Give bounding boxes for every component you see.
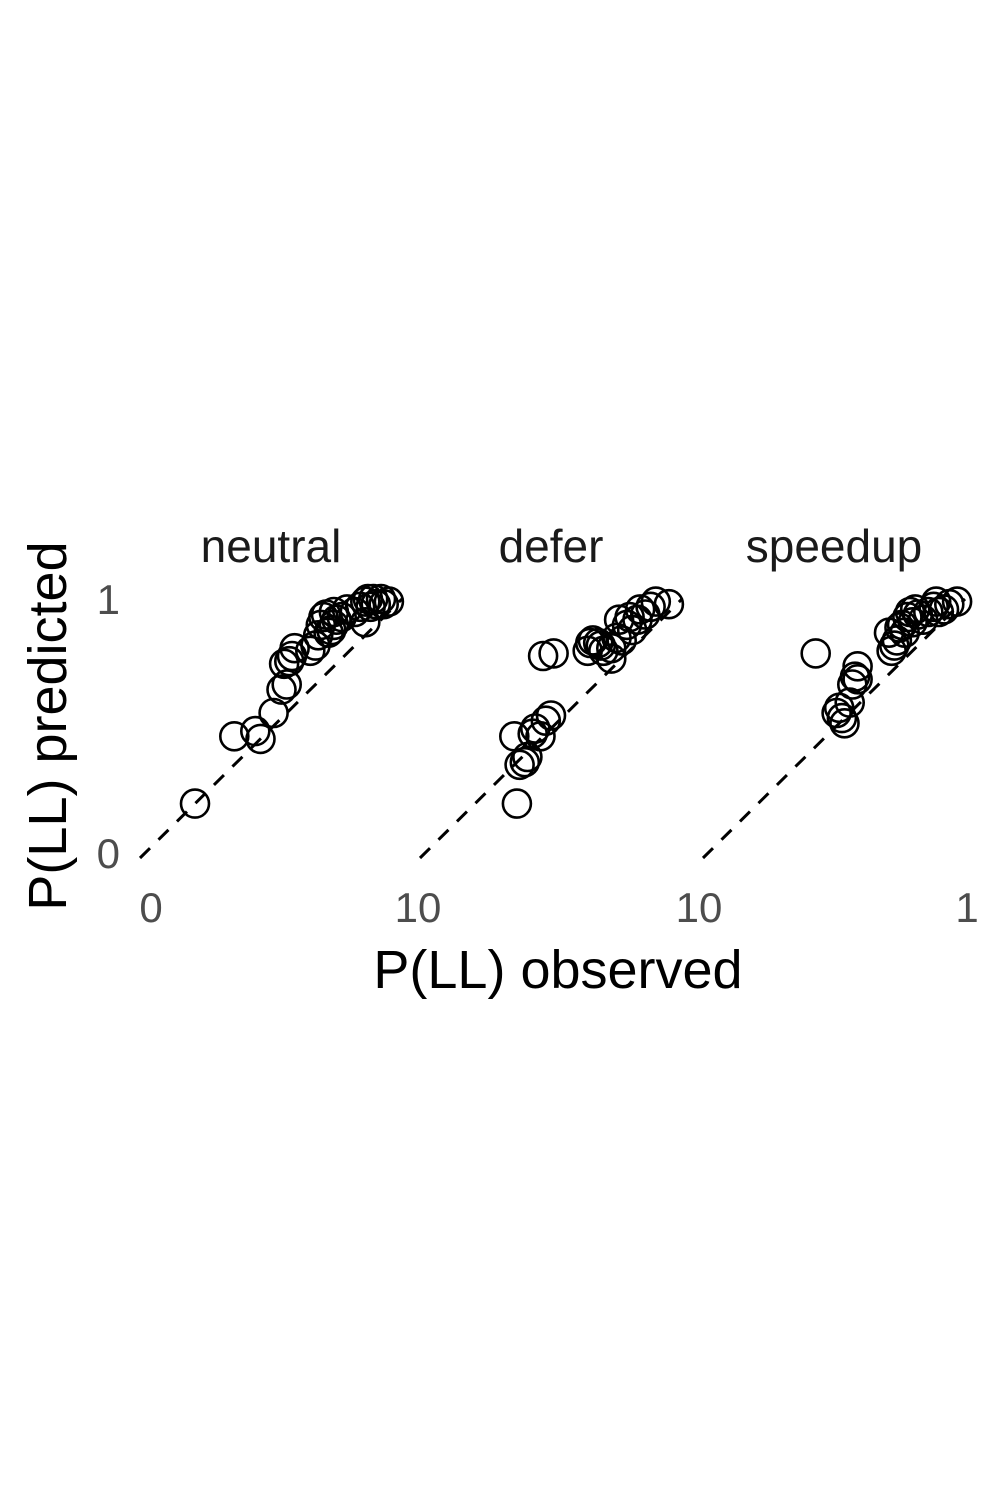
data-point	[826, 702, 858, 734]
data-point	[258, 697, 289, 729]
data-point	[527, 640, 559, 672]
data-point	[245, 723, 276, 755]
data-point	[525, 720, 556, 752]
data-point	[892, 601, 923, 633]
data-point	[273, 645, 305, 677]
data-point	[302, 619, 334, 651]
data-point	[829, 707, 860, 739]
data-point	[595, 643, 627, 674]
x-axis-ticks: 0 10 10 1	[139, 884, 978, 931]
x-tick-label-4: 1	[955, 884, 978, 931]
data-point	[606, 625, 638, 656]
facet-title-defer: defer	[499, 520, 604, 572]
facet-panels: neutral defer speedup	[138, 520, 973, 860]
data-point	[279, 632, 310, 664]
x-tick-label-3: 10	[676, 884, 723, 931]
data-point	[800, 638, 832, 669]
data-point	[535, 700, 567, 731]
data-point	[373, 586, 405, 617]
x-axis-title: P(LL) observed	[373, 940, 742, 1000]
data-point	[842, 663, 873, 695]
x-tick-label-1: 0	[139, 884, 162, 931]
data-point	[360, 588, 392, 620]
data-point	[920, 586, 952, 617]
facet-neutral: neutral	[138, 520, 405, 860]
data-point	[635, 591, 666, 623]
data-point	[923, 596, 955, 628]
facet-defer: defer	[418, 520, 685, 860]
data-point	[268, 648, 300, 680]
x-tick-label-2: 10	[395, 884, 442, 931]
data-point	[839, 661, 871, 693]
data-point	[349, 606, 381, 638]
data-point	[941, 586, 973, 617]
facet-speedup: speedup	[701, 520, 973, 860]
data-point	[219, 720, 250, 752]
facet-title-speedup: speedup	[746, 520, 923, 572]
data-point	[918, 591, 949, 623]
y-axis-ticks: 1 0	[97, 576, 120, 877]
data-point	[179, 788, 211, 819]
data-point	[624, 594, 656, 625]
data-point	[509, 746, 541, 778]
data-point	[326, 601, 358, 633]
y-axis-title: P(LL) predicted	[18, 541, 78, 910]
data-point	[897, 606, 928, 638]
data-point	[501, 788, 533, 819]
data-point	[530, 705, 562, 737]
data-point	[266, 674, 297, 705]
data-point	[271, 669, 303, 700]
data-point	[653, 588, 685, 620]
data-point	[240, 715, 271, 747]
data-point	[842, 650, 873, 682]
y-tick-label-top: 1	[97, 576, 120, 623]
data-point	[368, 588, 400, 620]
data-point	[538, 638, 569, 669]
data-point	[294, 635, 326, 667]
data-point	[912, 596, 944, 628]
data-point	[640, 586, 672, 617]
facet-title-neutral: neutral	[201, 520, 342, 572]
y-tick-label-bottom: 0	[97, 830, 120, 877]
data-point	[504, 749, 535, 781]
